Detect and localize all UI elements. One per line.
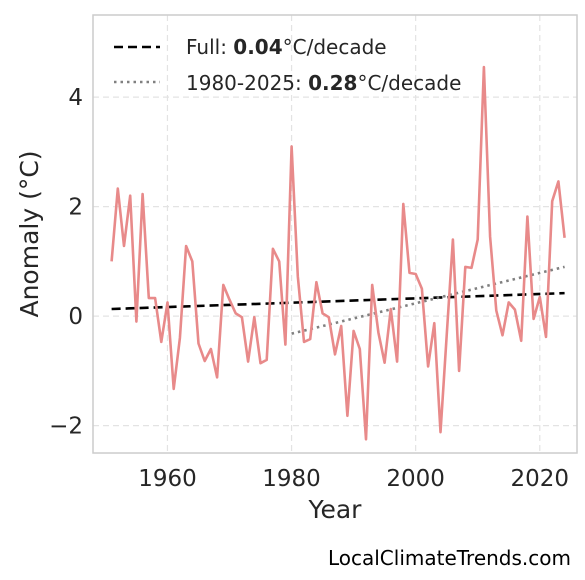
recent-period-trend-line xyxy=(291,265,565,335)
grid xyxy=(93,15,577,453)
x-tick-label: 1980 xyxy=(262,466,321,492)
full-period-trend-line xyxy=(111,291,565,311)
legend: Full: 0.04°C/decade 1980-2025: 0.28°C/de… xyxy=(114,35,461,95)
x-tick-label: 2000 xyxy=(386,466,445,492)
x-tick-label: 2020 xyxy=(510,466,569,492)
x-tick-label: 1960 xyxy=(138,466,197,492)
y-tick-label: 2 xyxy=(68,195,83,221)
site-credit: LocalClimateTrends.com xyxy=(327,546,571,570)
anomaly-line xyxy=(110,65,566,441)
plot-frame xyxy=(92,14,578,454)
legend-full-trend-label: Full: 0.04°C/decade xyxy=(186,35,387,59)
y-tick-label: 4 xyxy=(68,85,83,111)
y-tick-label: 0 xyxy=(68,304,83,330)
tick-labels: 1960 1980 2000 2020 −2 0 2 4 xyxy=(49,85,569,492)
y-axis-label: Anomaly (°C) xyxy=(15,150,44,317)
trend-lines xyxy=(111,265,565,335)
legend-recent-trend-label: 1980-2025: 0.28°C/decade xyxy=(186,71,461,95)
temperature-series xyxy=(110,65,566,441)
x-axis-label: Year xyxy=(308,495,363,524)
y-tick-label: −2 xyxy=(49,414,83,440)
